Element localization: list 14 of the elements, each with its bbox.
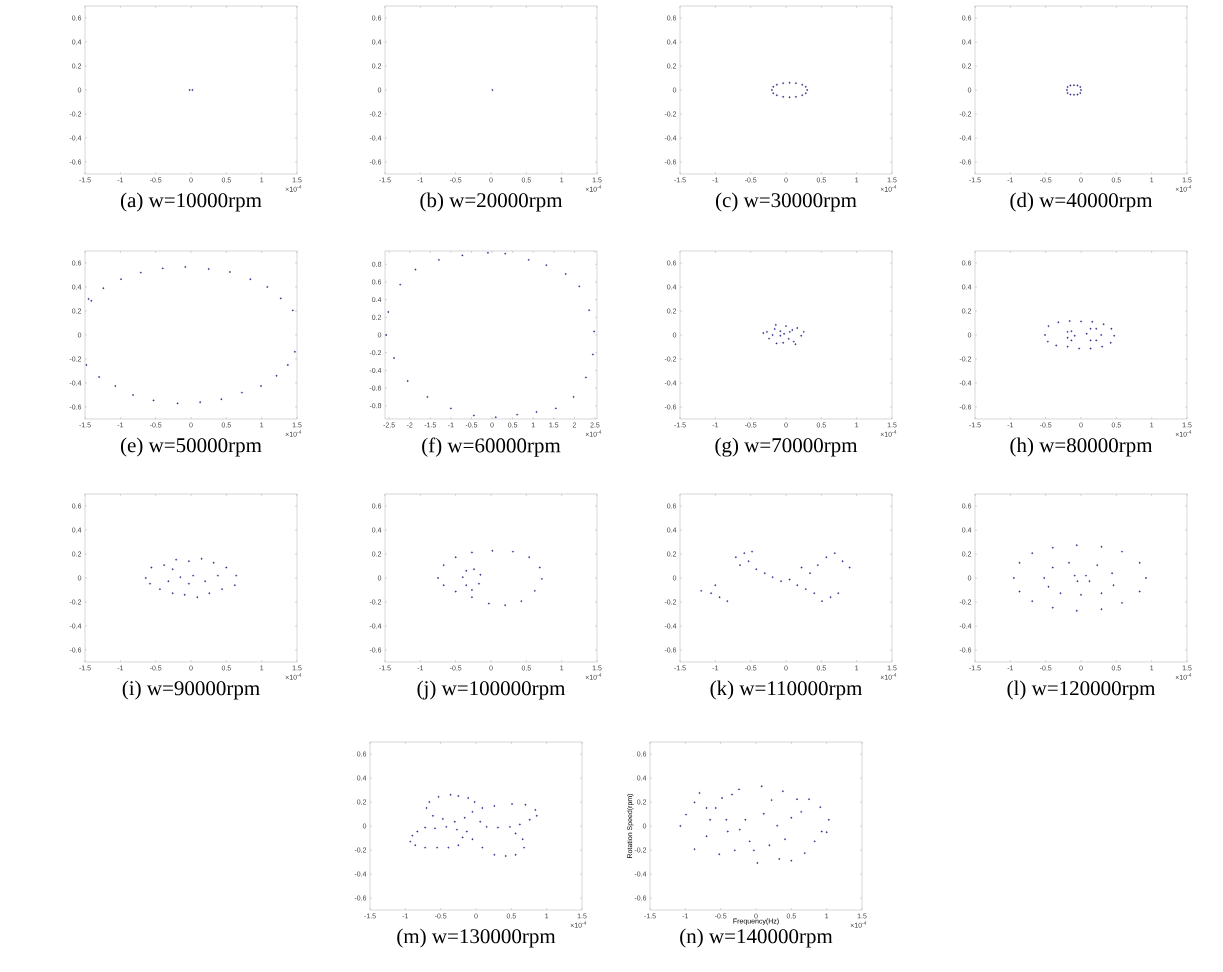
- text: (d) w=40000rpm: [1010, 192, 1153, 212]
- text: (a) w=10000rpm: [120, 192, 262, 212]
- text: (f) w=60000rpm: [422, 437, 561, 457]
- text: (k) w=110000rpm: [710, 680, 863, 700]
- text: (m) w=130000rpm: [397, 928, 556, 948]
- text: (c) w=30000rpm: [715, 192, 857, 212]
- text: (g) w=70000rpm: [715, 437, 858, 457]
- text: (b) w=20000rpm: [420, 192, 563, 212]
- text: (e) w=50000rpm: [120, 437, 262, 457]
- text: (j) w=100000rpm: [417, 680, 566, 700]
- text: (l) w=120000rpm: [1007, 680, 1156, 700]
- text: (h) w=80000rpm: [1010, 437, 1153, 457]
- text: (i) w=90000rpm: [122, 680, 260, 700]
- text: (n) w=140000rpm: [680, 928, 833, 948]
